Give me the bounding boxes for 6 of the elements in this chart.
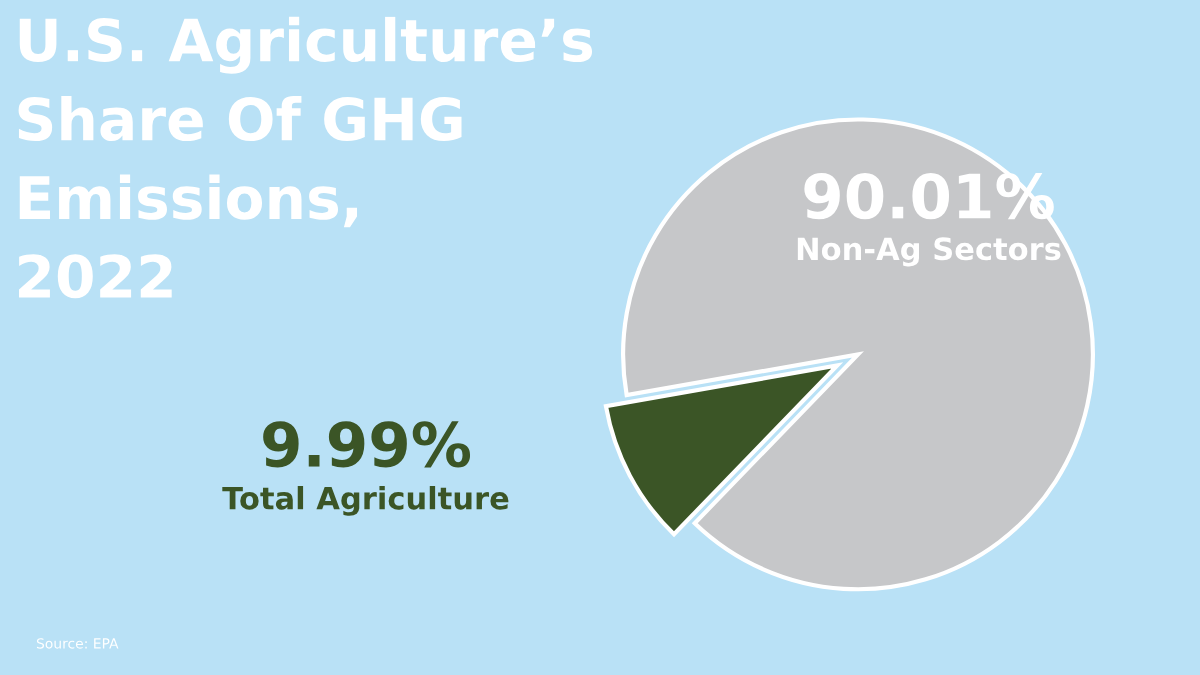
slice-label: Non-Ag Sectors	[797, 237, 1061, 267]
data-label: 90.01%	[804, 172, 1054, 220]
source-note: Source: EPA	[36, 638, 119, 649]
chart-title: U.S. Agriculture’s Share Of GHG Emissions, 2022	[18, 16, 593, 299]
slice-label: Total Agriculture	[222, 486, 509, 516]
data-label: 9.99%	[263, 421, 471, 468]
